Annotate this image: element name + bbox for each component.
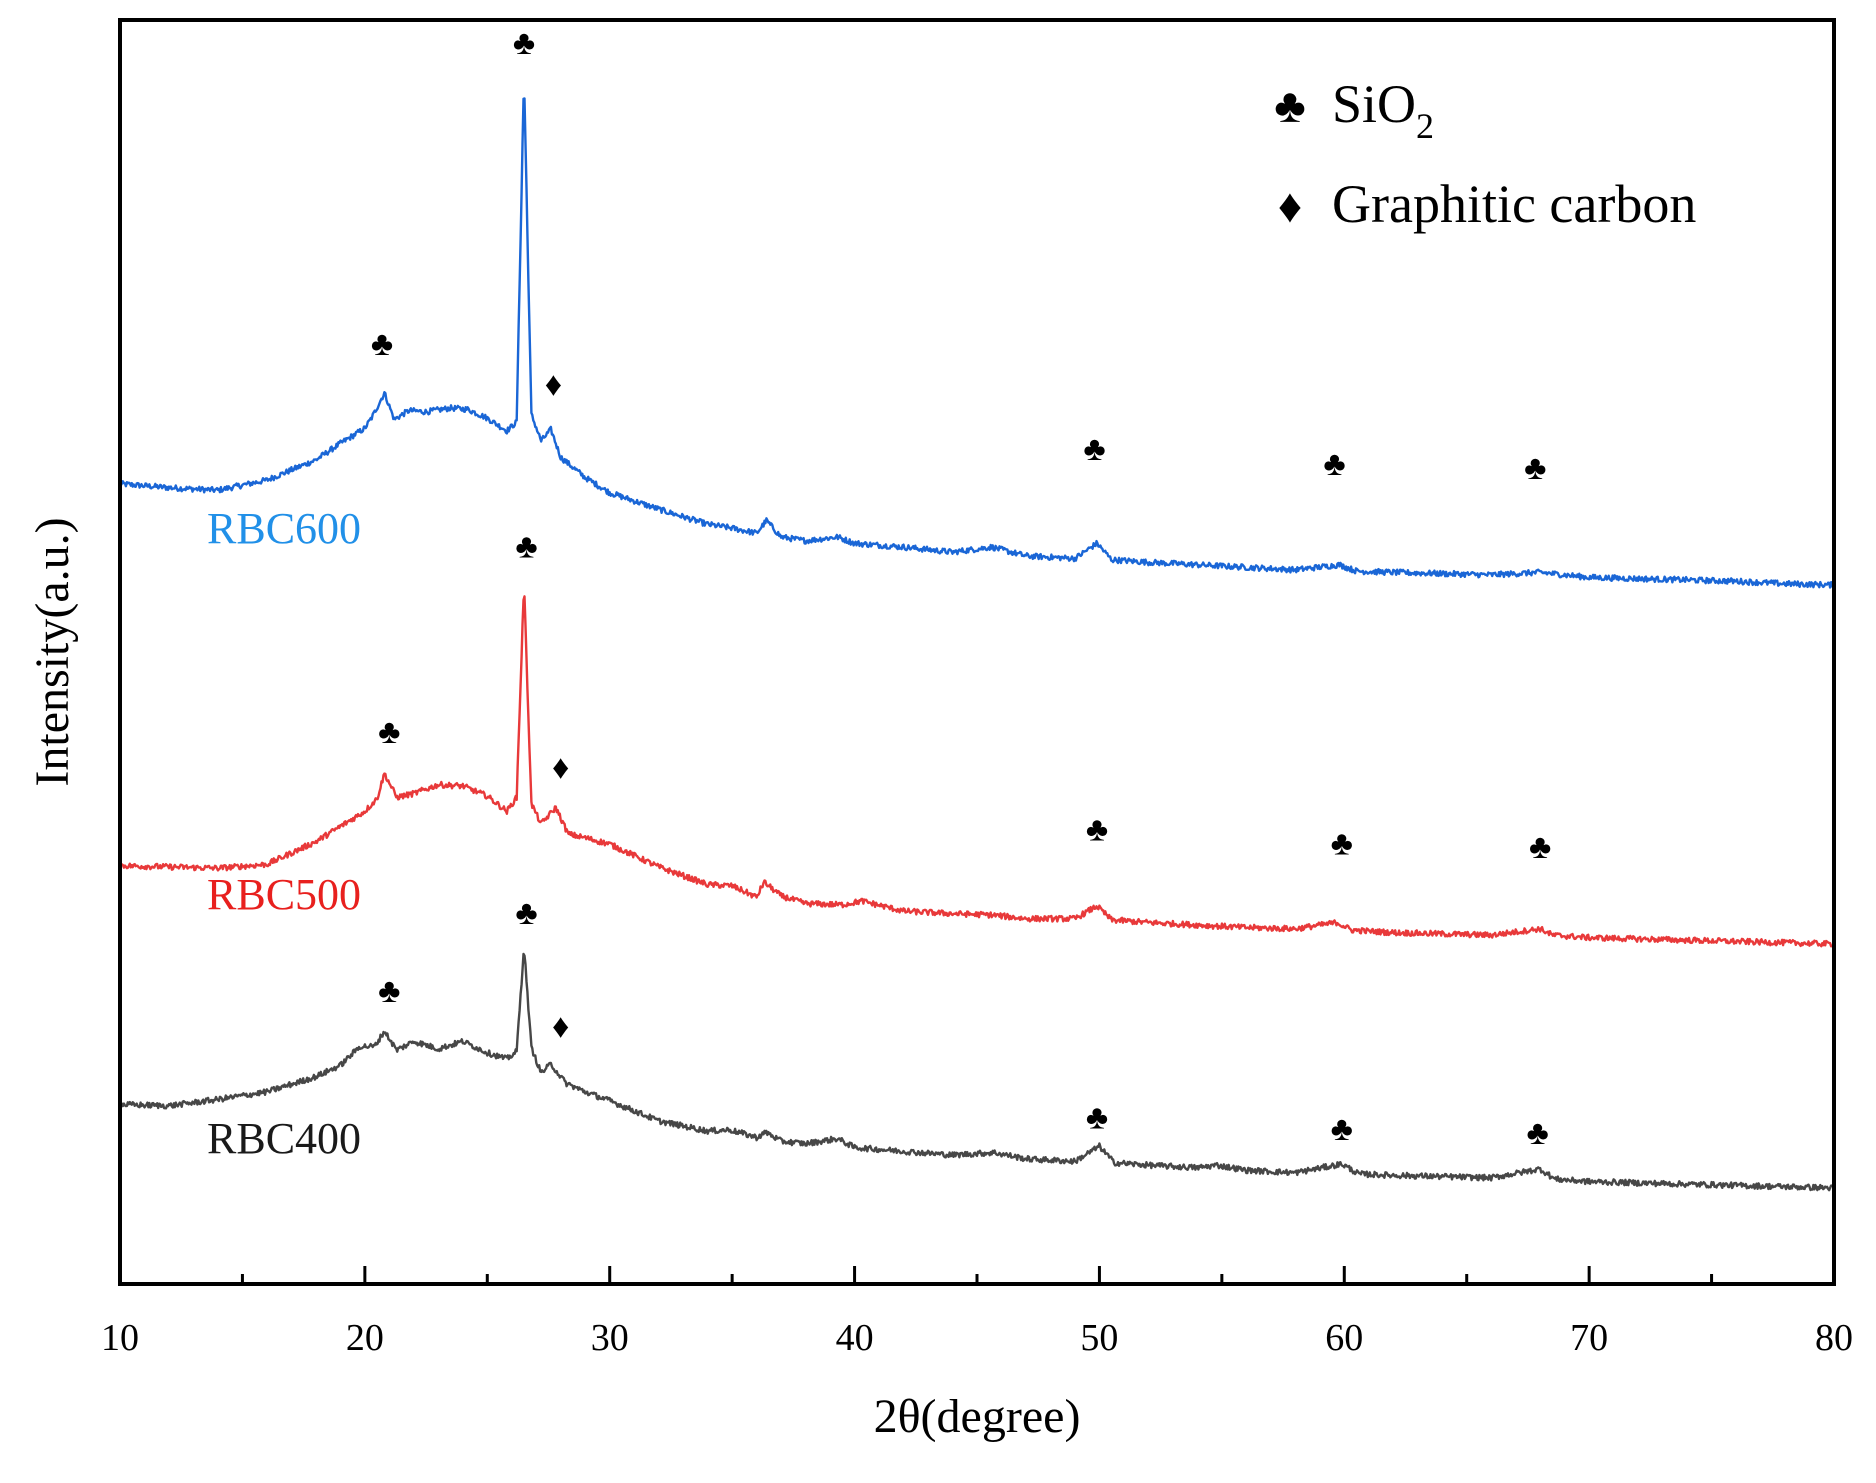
label-layer: 2θ(degree) Intensity(a.u.) RBC600 RBC500 R… <box>26 504 1080 1443</box>
x-axis-title: 2θ(degree) <box>874 1390 1081 1443</box>
legend: ♣ SiO2 ♦ Graphitic carbon <box>1274 74 1696 234</box>
x-tick-label-50: 50 <box>1080 1317 1118 1359</box>
sio2-marker-6: ♣ <box>515 528 537 565</box>
graphitic-carbon-marker-8: ♦ <box>552 750 569 787</box>
sio2-marker-1: ♣ <box>371 326 393 363</box>
x-tick-label-40: 40 <box>836 1317 874 1359</box>
series-layer <box>118 97 1836 1192</box>
series-line-rbc600 <box>118 97 1836 589</box>
x-tick-label-60: 60 <box>1325 1317 1363 1359</box>
x-tick-label-10: 10 <box>101 1317 139 1359</box>
series-label-rbc600: RBC600 <box>207 504 361 553</box>
sio2-marker-5: ♣ <box>1524 450 1546 487</box>
x-tick-label-80: 80 <box>1815 1317 1853 1359</box>
legend-symbol-sio2: ♣ <box>1274 80 1306 133</box>
y-axis-title: Intensity(a.u.) <box>26 517 79 786</box>
series-label-rbc500: RBC500 <box>207 870 361 919</box>
sio2-marker-4: ♣ <box>1323 446 1345 483</box>
x-tick-label-20: 20 <box>346 1317 384 1359</box>
graphitic-carbon-marker-14: ♦ <box>552 1009 569 1046</box>
sio2-marker-10: ♣ <box>1331 825 1353 862</box>
legend-label-sio2-base: SiO <box>1332 74 1416 134</box>
series-line-rbc400 <box>119 952 1836 1192</box>
sio2-marker-0: ♣ <box>513 25 535 62</box>
sio2-marker-17: ♣ <box>1527 1115 1549 1152</box>
legend-symbol-graphitic-carbon: ♦ <box>1278 180 1303 233</box>
tick-layer: 10 20 30 40 50 60 70 80 <box>101 1266 1853 1359</box>
sio2-marker-11: ♣ <box>1529 829 1551 866</box>
sio2-marker-3: ♣ <box>1083 431 1105 468</box>
legend-label-graphitic-carbon: Graphitic carbon <box>1332 174 1696 234</box>
legend-label-sio2-subscript: 2 <box>1416 106 1434 146</box>
sio2-marker-13: ♣ <box>378 973 400 1010</box>
sio2-marker-7: ♣ <box>378 714 400 751</box>
x-tick-label-70: 70 <box>1570 1317 1608 1359</box>
sio2-marker-12: ♣ <box>515 895 537 932</box>
series-line-rbc500 <box>118 595 1836 948</box>
graphitic-carbon-marker-2: ♦ <box>545 367 562 404</box>
sio2-marker-16: ♣ <box>1331 1111 1353 1148</box>
legend-label-sio2: SiO2 <box>1332 74 1434 146</box>
x-tick-label-30: 30 <box>591 1317 629 1359</box>
legend-entry-graphitic-carbon: ♦ Graphitic carbon <box>1278 174 1697 234</box>
sio2-marker-15: ♣ <box>1086 1100 1108 1137</box>
sio2-marker-9: ♣ <box>1086 811 1108 848</box>
series-label-rbc400: RBC400 <box>207 1114 361 1163</box>
annotation-layer: ♣ ♣ ♦ ♣ ♣ ♣ ♣ ♣ ♦ ♣ ♣ ♣ ♣ ♣ ♦ ♣ ♣ ♣ <box>371 25 1552 1152</box>
legend-entry-sio2: ♣ SiO2 <box>1274 74 1434 146</box>
